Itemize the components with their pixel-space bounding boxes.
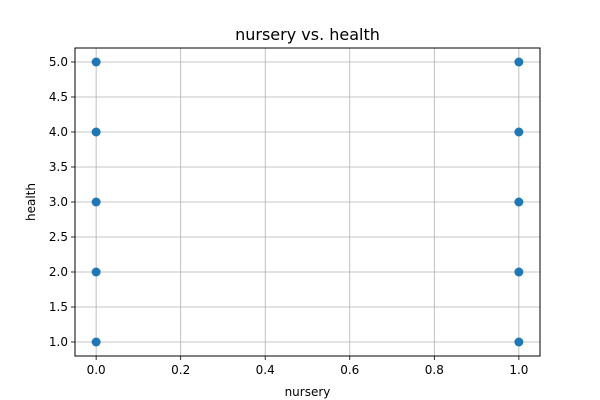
x-tick-label: 0.0 bbox=[87, 363, 106, 377]
y-tick-label: 2.0 bbox=[49, 265, 68, 279]
scatter-point bbox=[91, 57, 101, 67]
scatter-point bbox=[514, 197, 524, 207]
x-tick-label: 0.8 bbox=[425, 363, 444, 377]
x-tick-label: 0.6 bbox=[340, 363, 359, 377]
x-tick-label: 0.4 bbox=[256, 363, 275, 377]
x-axis-label: nursery bbox=[285, 385, 331, 399]
scatter-point bbox=[514, 127, 524, 137]
scatter-point bbox=[91, 267, 101, 277]
y-tick-label: 3.0 bbox=[49, 195, 68, 209]
y-tick-label: 3.5 bbox=[49, 160, 68, 174]
chart-title: nursery vs. health bbox=[235, 25, 380, 44]
scatter-point bbox=[514, 337, 524, 347]
y-tick-label: 4.5 bbox=[49, 90, 68, 104]
x-tick-label: 1.0 bbox=[509, 363, 528, 377]
x-tick-label: 0.2 bbox=[171, 363, 190, 377]
scatter-point bbox=[91, 337, 101, 347]
scatter-point bbox=[91, 127, 101, 137]
y-tick-label: 1.5 bbox=[49, 300, 68, 314]
y-tick-label: 2.5 bbox=[49, 230, 68, 244]
y-tick-label: 4.0 bbox=[49, 125, 68, 139]
data-points bbox=[91, 57, 524, 347]
y-tick-label: 5.0 bbox=[49, 55, 68, 69]
scatter-point bbox=[514, 267, 524, 277]
scatter-point bbox=[514, 57, 524, 67]
y-axis-label: health bbox=[24, 183, 38, 221]
y-tick-label: 1.0 bbox=[49, 335, 68, 349]
scatter-point bbox=[91, 197, 101, 207]
axis-ticks: 0.0 0.2 0.4 0.6 0.8 1.0 1.0 1.5 2.0 2.5 3.0 3.5 4.0 4… bbox=[49, 55, 529, 377]
